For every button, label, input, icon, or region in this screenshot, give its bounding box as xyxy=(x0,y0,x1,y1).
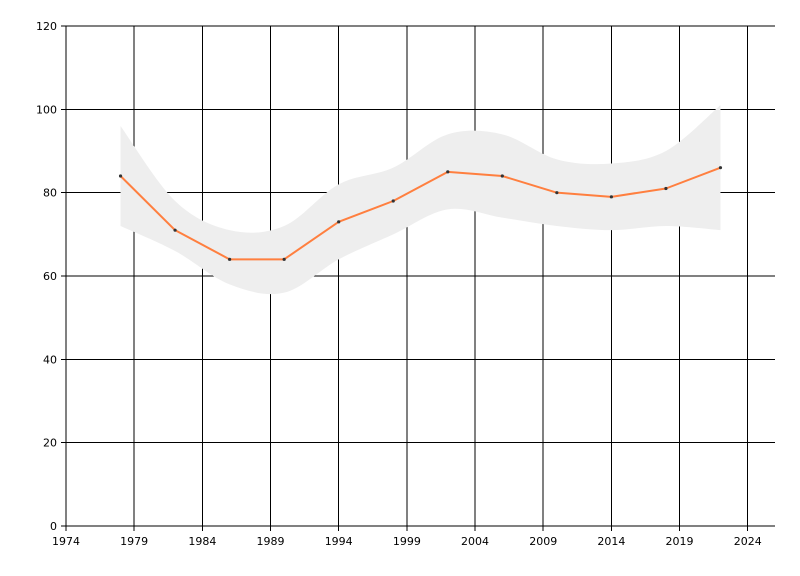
y-tick-label: 100 xyxy=(36,103,57,116)
confidence-band-layer xyxy=(120,105,721,295)
data-point xyxy=(446,170,450,174)
x-tick-label: 1989 xyxy=(257,535,285,548)
data-point xyxy=(664,186,668,191)
y-tick-label: 120 xyxy=(36,20,57,33)
x-tick-label: 2024 xyxy=(734,535,762,548)
data-point xyxy=(391,199,395,203)
data-point xyxy=(555,191,559,195)
x-tick-label: 1994 xyxy=(325,535,353,548)
data-point xyxy=(500,174,504,178)
x-tick-label: 1999 xyxy=(393,535,421,548)
confidence-band xyxy=(120,105,721,295)
data-point xyxy=(609,195,613,199)
tick-label-layer: 0 20 40 60 80 100 120 1974 1979 1984 1989 1994 1999 2… xyxy=(36,20,762,548)
data-point xyxy=(173,228,177,232)
y-tick-label: 80 xyxy=(43,187,57,200)
y-tick-label: 40 xyxy=(43,353,57,366)
y-tick-label: 60 xyxy=(43,270,57,283)
data-point xyxy=(282,257,286,261)
x-tick-label: 2009 xyxy=(529,535,557,548)
x-tick-label: 2014 xyxy=(597,535,625,548)
series-layer xyxy=(118,166,723,261)
series-line-0 xyxy=(119,166,721,261)
data-point xyxy=(718,166,723,170)
grid-layer xyxy=(66,25,775,526)
x-tick-label: 2004 xyxy=(461,535,489,548)
x-tick-label: 1984 xyxy=(188,535,216,548)
data-point xyxy=(337,220,341,224)
data-point xyxy=(118,174,123,178)
x-tick-label: 2019 xyxy=(666,535,694,548)
y-tick-label: 0 xyxy=(50,520,57,533)
axis-layer xyxy=(61,25,775,531)
y-tick-label: 20 xyxy=(43,437,57,450)
x-tick-label: 1974 xyxy=(52,535,80,548)
data-point xyxy=(228,257,232,261)
x-tick-label: 1979 xyxy=(120,535,148,548)
